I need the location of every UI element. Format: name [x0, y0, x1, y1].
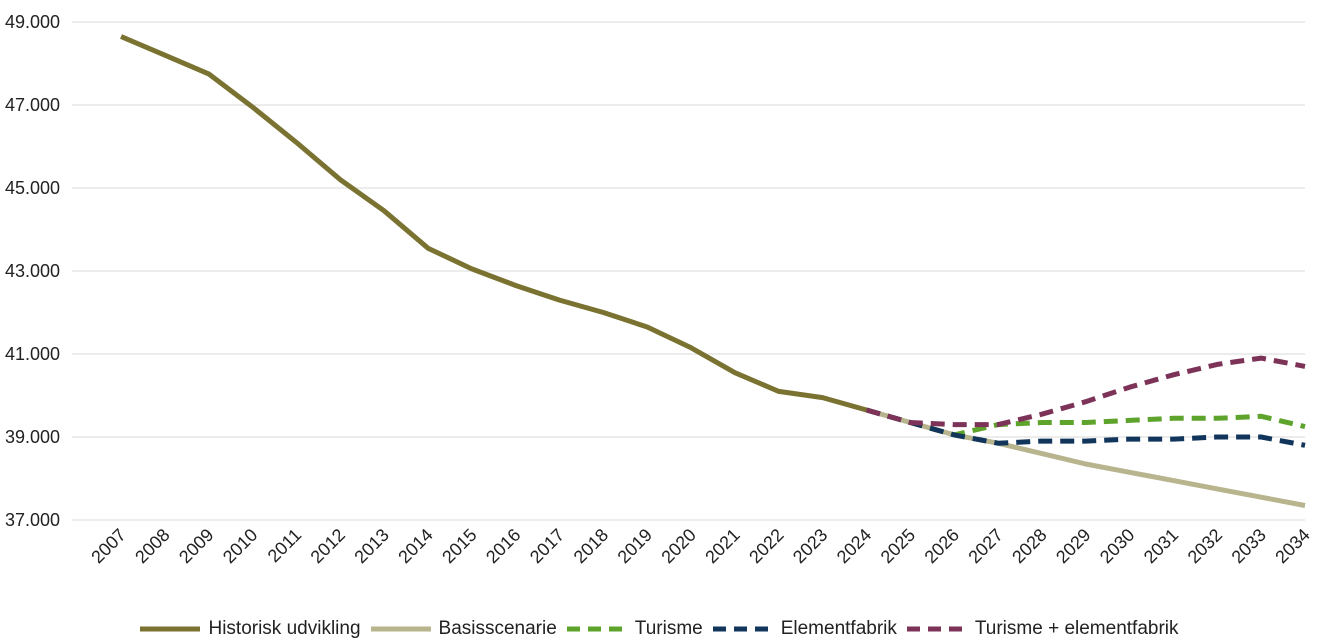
- x-tick-label: 2022: [745, 525, 787, 567]
- x-tick-label: 2016: [482, 525, 524, 567]
- legend-label: Basisscenarie: [438, 617, 557, 639]
- y-tick-label: 37.000: [5, 510, 60, 530]
- series-line-historisk-udvikling: [120, 34, 868, 413]
- x-tick-label: 2015: [438, 525, 480, 567]
- y-tick-label: 39.000: [5, 427, 60, 447]
- y-tick-label: 41.000: [5, 344, 60, 364]
- x-tick-label: 2011: [264, 525, 306, 567]
- y-axis-ticks: 37.000 39.000 41.000 43.000 45.000 47.000 49.0…: [5, 12, 60, 530]
- x-tick-label: 2010: [219, 525, 261, 567]
- legend-item: Basisscenarie: [369, 618, 557, 640]
- x-tick-label: 2024: [833, 525, 875, 567]
- x-tick-label: 2025: [877, 525, 919, 567]
- legend-swatch: [566, 626, 627, 631]
- legend-swatch: [140, 626, 201, 631]
- x-tick-label: 2019: [614, 525, 656, 567]
- x-tick-label: 2023: [789, 525, 831, 567]
- legend-item: Elementfabrik: [711, 618, 897, 640]
- x-tick-label: 2027: [964, 525, 1006, 567]
- y-tick-label: 43.000: [5, 261, 60, 281]
- x-tick-label: 2008: [131, 525, 173, 567]
- legend-item: Historisk udvikling: [138, 617, 361, 640]
- x-tick-label: 2028: [1008, 525, 1050, 567]
- x-tick-label: 2009: [175, 525, 217, 567]
- x-tick-label: 2013: [350, 525, 392, 567]
- x-tick-label: 2032: [1184, 525, 1226, 567]
- x-tick-label: 2007: [87, 525, 129, 567]
- y-tick-label: 49.000: [5, 12, 60, 32]
- legend-label: Elementfabrik: [780, 617, 897, 639]
- x-axis-ticks: 2007 2008 2009 2010 2011 2012 2013 2014 2015 2016…: [87, 525, 1313, 567]
- x-tick-label: 2021: [701, 525, 743, 567]
- legend-swatch: [370, 626, 431, 631]
- x-tick-label: 2014: [394, 525, 436, 567]
- x-tick-label: 2012: [307, 525, 349, 567]
- legend-swatch: [906, 626, 967, 631]
- line-chart: 37.000 39.000 41.000 43.000 45.000 47.000 49.0…: [5, 12, 1314, 567]
- x-tick-label: 2020: [657, 525, 699, 567]
- y-tick-label: 47.000: [5, 95, 60, 115]
- series-line-elementfabrik: [865, 407, 1306, 448]
- x-tick-label: 2034: [1271, 525, 1313, 567]
- y-tick-label: 45.000: [5, 178, 60, 198]
- x-tick-label: 2033: [1228, 525, 1270, 567]
- legend-label: Turisme: [634, 617, 703, 639]
- x-tick-label: 2026: [921, 525, 963, 567]
- legend-item: Turisme: [565, 618, 703, 640]
- x-tick-label: 2017: [526, 525, 568, 567]
- legend-label: Turisme + elementfabrik: [974, 617, 1179, 639]
- x-tick-label: 2029: [1052, 525, 1094, 567]
- series-lines: [120, 34, 1306, 508]
- x-tick-label: 2030: [1096, 525, 1138, 567]
- series-line-turisme-elementfabrik: [865, 355, 1306, 428]
- legend: Historisk udvikling Basisscenarie Turisme E…: [0, 614, 1317, 643]
- x-tick-label: 2018: [570, 525, 612, 567]
- gridlines: [72, 21, 1305, 521]
- legend-swatch: [712, 626, 773, 631]
- x-tick-label: 2031: [1140, 525, 1182, 567]
- legend-label: Historisk udvikling: [208, 617, 361, 639]
- legend-item: Turisme + elementfabrik: [905, 618, 1179, 640]
